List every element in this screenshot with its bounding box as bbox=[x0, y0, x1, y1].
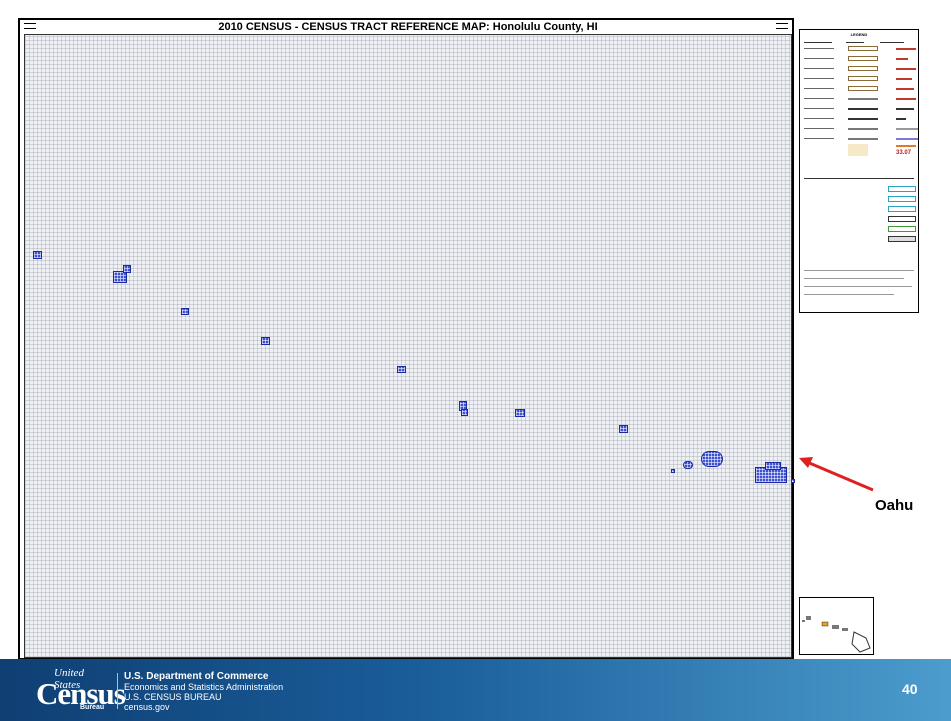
legend-swatch bbox=[848, 46, 878, 51]
map-sheet: 2010 CENSUS - CENSUS TRACT REFERENCE MAP… bbox=[18, 18, 795, 660]
census-logo: United States Census Bureau bbox=[36, 667, 126, 711]
legend-symbol bbox=[848, 138, 878, 140]
islet bbox=[791, 479, 795, 483]
islet bbox=[671, 469, 675, 473]
legend-note bbox=[804, 286, 912, 287]
islet bbox=[515, 409, 525, 417]
legend-rule bbox=[804, 42, 832, 43]
legend-title: LEGEND bbox=[850, 32, 868, 37]
dept-website[interactable]: census.gov bbox=[124, 702, 170, 712]
islet bbox=[683, 461, 693, 469]
legend-symbol bbox=[848, 118, 878, 120]
legend-text bbox=[804, 98, 834, 99]
legend-text bbox=[804, 68, 834, 69]
locator-map bbox=[799, 597, 874, 655]
legend-note bbox=[804, 294, 894, 295]
legend-box bbox=[888, 216, 916, 222]
legend-swatch bbox=[848, 86, 878, 91]
islet bbox=[123, 265, 131, 273]
legend-panel: LEGEND 33.07 bbox=[799, 29, 919, 313]
legend-text bbox=[896, 68, 916, 70]
legend-box bbox=[888, 206, 916, 212]
legend-text bbox=[804, 78, 834, 79]
legend-text bbox=[896, 145, 916, 147]
legend-note bbox=[804, 270, 914, 271]
legend-text bbox=[896, 118, 906, 120]
legend-box bbox=[888, 226, 916, 232]
map-area bbox=[24, 34, 795, 658]
logo-united-states: United States bbox=[54, 667, 84, 691]
legend-symbol bbox=[848, 108, 878, 110]
corner-tick bbox=[776, 23, 788, 29]
dept-bureau: U.S. CENSUS BUREAU bbox=[124, 692, 222, 702]
legend-note bbox=[804, 278, 904, 279]
legend-text bbox=[804, 128, 834, 129]
oahu-label: Oahu bbox=[875, 497, 914, 514]
islet bbox=[113, 271, 127, 283]
oahu-island bbox=[765, 462, 781, 470]
legend-text bbox=[896, 88, 914, 90]
legend-swatch bbox=[848, 76, 878, 81]
legend-box bbox=[888, 236, 916, 242]
oahu-arrow bbox=[799, 457, 874, 492]
logo-census: Census bbox=[36, 676, 126, 711]
dept-agency: Economics and Statistics Administration bbox=[124, 682, 284, 692]
legend-text bbox=[896, 108, 914, 110]
islet bbox=[261, 337, 270, 345]
legend-separator bbox=[804, 178, 914, 179]
legend-text bbox=[804, 88, 834, 89]
footer-banner: United States Census Bureau U.S. Departm… bbox=[0, 659, 951, 721]
legend-text bbox=[896, 138, 918, 140]
legend-text bbox=[804, 48, 834, 49]
islet bbox=[397, 366, 406, 373]
legend-text bbox=[804, 118, 834, 119]
legend-box bbox=[888, 186, 916, 192]
legend-text bbox=[896, 78, 912, 80]
islet bbox=[181, 308, 189, 315]
department-block: U.S. Department of Commerce Economics an… bbox=[124, 671, 284, 713]
corner-tick bbox=[24, 23, 36, 29]
islet bbox=[701, 451, 723, 467]
legend-swatch bbox=[848, 66, 878, 71]
legend-highlight-value: 33.07 bbox=[896, 150, 912, 156]
slide-number: 40 bbox=[902, 681, 918, 697]
legend-rule bbox=[880, 42, 904, 43]
islet bbox=[461, 409, 468, 416]
dept-name: U.S. Department of Commerce bbox=[124, 671, 269, 682]
legend-text bbox=[804, 138, 834, 139]
legend-box bbox=[888, 196, 916, 202]
legend-fill bbox=[848, 144, 868, 156]
legend-swatch bbox=[848, 56, 878, 61]
legend-text bbox=[896, 128, 918, 130]
legend-text bbox=[896, 58, 908, 60]
legend-symbol bbox=[848, 128, 878, 130]
locator-islands bbox=[802, 616, 871, 653]
logo-bureau: Bureau bbox=[80, 704, 105, 711]
map-title: 2010 CENSUS - CENSUS TRACT REFERENCE MAP… bbox=[218, 21, 598, 33]
legend-text bbox=[896, 98, 916, 100]
islet bbox=[619, 425, 628, 433]
legend-text bbox=[896, 48, 916, 50]
footer-divider bbox=[117, 673, 118, 709]
legend-symbol bbox=[848, 98, 878, 100]
legend-text bbox=[804, 58, 834, 59]
islet bbox=[33, 251, 42, 259]
legend-rule bbox=[846, 42, 864, 43]
legend-text bbox=[804, 108, 834, 109]
